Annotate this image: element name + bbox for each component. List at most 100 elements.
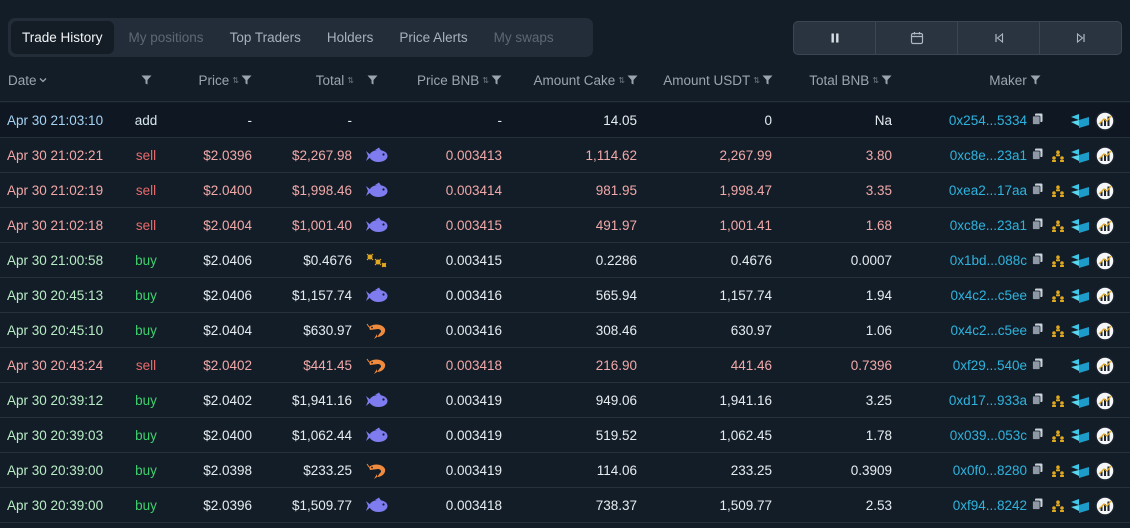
tab-price-alerts[interactable]: Price Alerts [399,30,468,45]
maker-address-link[interactable]: 0xc8e...23a1 [949,218,1027,233]
chart-link-button[interactable] [1095,355,1115,376]
dex-link-button[interactable] [1070,463,1090,479]
date-range-button[interactable] [876,22,958,54]
dex-link-button[interactable] [1070,428,1090,444]
holders-button[interactable] [1051,254,1065,267]
trade-total-bnb: 3.35 [865,183,892,198]
dex-link-button[interactable] [1070,148,1090,164]
maker-address-link[interactable]: 0x1bd...088c [949,253,1027,268]
col-price-header[interactable]: Price ⇅ [180,66,252,94]
skip-start-button[interactable] [958,22,1040,54]
copy-address-button[interactable] [1032,323,1043,338]
trade-type: sell [135,218,157,233]
maker-address-link[interactable]: 0xea2...17aa [948,183,1027,198]
sort-icon: ⇅ [753,75,760,85]
col-price-bnb-header[interactable]: Price BNB ⇅ [400,66,502,94]
copy-address-button[interactable] [1032,148,1043,163]
holders-button[interactable] [1051,289,1065,302]
holders-button[interactable] [1051,149,1065,162]
maker-address-link[interactable]: 0xd17...933a [948,393,1027,408]
dex-link-button[interactable] [1070,393,1090,409]
table-row: Apr 30 20:45:10 buy $2.0404 $630.97 0.003416… [0,313,1130,348]
holders-button[interactable] [1051,184,1065,197]
chart-link-button[interactable] [1095,110,1115,131]
dex-logo-icon [1071,288,1089,303]
tab-my-swaps[interactable]: My swaps [493,30,554,45]
maker-address-link[interactable]: 0x0f0...8280 [952,463,1027,478]
copy-address-button[interactable] [1032,463,1043,478]
col-date-header[interactable]: Date [8,66,68,94]
trade-amount-usdt: 441.46 [730,358,772,373]
chart-link-button[interactable] [1095,460,1115,481]
tab-my-positions[interactable]: My positions [128,30,204,45]
tab-top-traders[interactable]: Top Traders [229,30,301,45]
holders-button[interactable] [1051,219,1065,232]
dex-link-button[interactable] [1070,113,1090,129]
skip-end-icon [1076,32,1085,44]
trade-date: Apr 30 20:39:12 [7,393,104,408]
dex-link-button[interactable] [1070,358,1090,374]
holders-button[interactable] [1051,499,1065,512]
tab-holders[interactable]: Holders [326,30,374,45]
trade-total-bnb: 0.3909 [850,463,892,478]
copy-address-button[interactable] [1032,428,1043,443]
shrimp-icon [366,323,386,339]
copy-address-button[interactable] [1032,183,1043,198]
chart-link-button[interactable] [1095,495,1115,516]
holders-button[interactable] [1051,324,1065,337]
trade-amount-cake: 216.90 [595,358,637,373]
copy-address-button[interactable] [1032,113,1043,128]
trade-date: Apr 30 21:00:58 [7,253,104,268]
maker-address-link[interactable]: 0x254...5334 [948,113,1027,128]
maker-address-link[interactable]: 0x4c2...c5ee [950,288,1027,303]
holders-button[interactable] [1051,464,1065,477]
copy-address-button[interactable] [1032,393,1043,408]
maker-address-link[interactable]: 0x039...053c [949,428,1027,443]
row-actions [1046,453,1130,488]
maker-address-link[interactable]: 0xf94...8242 [952,498,1027,513]
col-type-filter[interactable] [141,66,152,94]
dex-logo-icon [1071,253,1089,268]
trade-date: Apr 30 20:39:00 [7,498,104,513]
trade-total: $1,062.44 [291,428,352,443]
dex-link-button[interactable] [1070,498,1090,514]
chart-link-button[interactable] [1095,425,1115,446]
table-row: Apr 30 21:02:18 sell $2.0404 $1,001.40 0.003… [0,208,1130,243]
chart-link-button[interactable] [1095,180,1115,201]
dex-link-button[interactable] [1070,183,1090,199]
chart-link-button[interactable] [1095,390,1115,411]
holders-button[interactable] [1051,394,1065,407]
dex-link-button[interactable] [1070,253,1090,269]
chart-link-button[interactable] [1095,145,1115,166]
copy-address-button[interactable] [1032,218,1043,233]
maker-address-link[interactable]: 0xf29...540e [952,358,1027,373]
copy-address-button[interactable] [1032,498,1043,513]
copy-address-button[interactable] [1032,358,1043,373]
col-amount-cake-header[interactable]: Amount Cake ⇅ [510,66,638,94]
col-total-bnb-header[interactable]: Total BNB ⇅ [790,66,892,94]
dex-link-button[interactable] [1070,288,1090,304]
trade-price-bnb: - [497,113,503,128]
tab-trade-history[interactable]: Trade History [11,21,114,54]
chart-link-icon [1095,355,1115,376]
chart-link-button[interactable] [1095,215,1115,236]
dex-link-button[interactable] [1070,218,1090,234]
pause-button[interactable] [794,22,876,54]
trade-price: $2.0398 [203,463,252,478]
chart-link-button[interactable] [1095,285,1115,306]
col-amount-usdt-header[interactable]: Amount USDT ⇅ [645,66,773,94]
col-total-header[interactable]: Total ⇅ [280,66,354,94]
copy-address-button[interactable] [1032,288,1043,303]
trade-price: $2.0406 [203,253,252,268]
chart-link-button[interactable] [1095,250,1115,271]
copy-address-button[interactable] [1032,253,1043,268]
col-size-filter[interactable] [367,66,378,94]
maker-address-link[interactable]: 0x4c2...c5ee [950,323,1027,338]
chart-link-button[interactable] [1095,320,1115,341]
holders-button[interactable] [1051,429,1065,442]
dex-link-button[interactable] [1070,323,1090,339]
skip-end-button[interactable] [1040,22,1121,54]
table-row: Apr 30 20:39:03 buy $2.0400 $1,062.44 0.0034… [0,418,1130,453]
maker-address-link[interactable]: 0xc8e...23a1 [949,148,1027,163]
col-maker-header[interactable]: Maker [950,66,1080,94]
